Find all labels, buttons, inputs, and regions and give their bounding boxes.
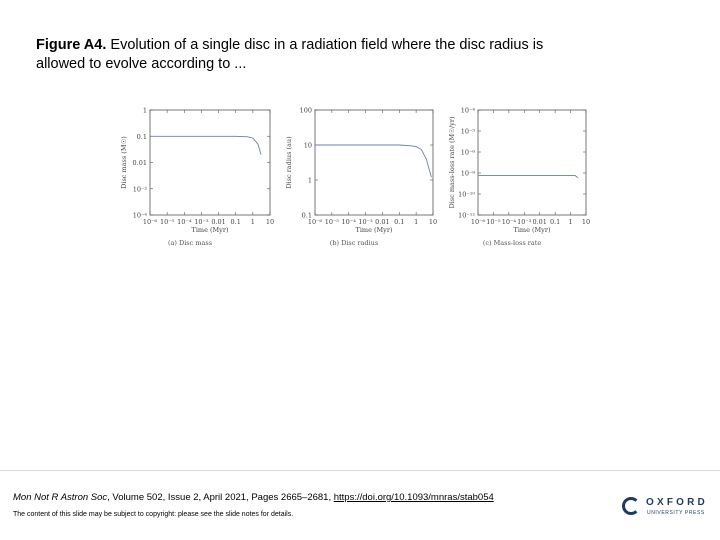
panel-caption: (c) Mass-loss rate (483, 239, 542, 247)
y-tick-label: 10⁻⁶ (461, 149, 476, 157)
y-tick-label: 100 (300, 107, 312, 115)
x-tick-label: 10 (582, 218, 590, 226)
y-tick-label: 1 (308, 177, 312, 185)
x-tick-label: 10⁻⁴ (502, 218, 517, 226)
y-tick-label: 10⁻⁸ (461, 170, 476, 178)
x-tick-label: 10⁻⁴ (342, 218, 357, 226)
y-tick-label: 10⁻⁵ (461, 128, 476, 136)
x-tick-label: 10⁻³ (358, 218, 373, 226)
x-tick-label: 0.1 (550, 218, 560, 226)
y-tick-label: 10⁻⁴ (461, 107, 476, 115)
x-tick-label: 10⁻⁴ (177, 218, 192, 226)
x-tick-label: 1 (569, 218, 573, 226)
x-tick-label: 10⁻⁶ (143, 218, 158, 226)
logo-press: UNIVERSITY PRESS (647, 510, 705, 516)
doi-link[interactable]: https://doi.org/10.1093/mnras/stab054 (333, 492, 494, 503)
y-tick-label: 0.1 (302, 212, 312, 220)
x-tick-label: 10⁻⁵ (160, 218, 175, 226)
y-axis-label: Disc mass (M☉) (120, 136, 128, 189)
series-line (315, 144, 432, 178)
x-tick-label: 10⁻³ (194, 218, 209, 226)
x-tick-label: 1 (251, 218, 255, 226)
plot-frame (477, 109, 587, 216)
x-tick-label: 0.01 (375, 218, 389, 226)
x-axis-label: Time (Myr) (192, 226, 229, 234)
panel-caption: (b) Disc radius (330, 239, 378, 247)
y-axis-label: Disc radius (au) (285, 136, 293, 189)
citation: Mon Not R Astron Soc, Volume 502, Issue … (13, 492, 494, 503)
copyright-notice: The content of this slide may be subject… (13, 511, 294, 518)
y-axis-label: Disc mass-loss rate (M☉/yr) (448, 116, 456, 208)
x-tick-label: 10⁻⁵ (325, 218, 340, 226)
x-axis-label: Time (Myr) (514, 226, 551, 234)
x-tick-label: 10⁻⁵ (486, 218, 501, 226)
oxford-logo: OXFORD UNIVERSITY PRESS (622, 496, 712, 518)
x-tick-label: 0.01 (211, 218, 225, 226)
x-tick-label: 10⁻⁶ (308, 218, 323, 226)
x-tick-label: 1 (414, 218, 418, 226)
figure-svg: 10⁻⁶ 10⁻⁵ 10⁻⁴ 10⁻³ 0.01 0.1 1 1010⁻⁴10⁻³0.010.… (120, 107, 590, 248)
caption-label: Figure A4. (36, 37, 107, 53)
chart-panel-1: 10⁻⁶ 10⁻⁵ 10⁻⁴ 10⁻³ 0.01 0.1 1 1010⁻⁴10⁻³0.010.… (120, 107, 274, 248)
y-tick-label: 10⁻¹⁰ (458, 191, 475, 199)
figure-caption: Figure A4. Evolution of a single disc in… (36, 36, 556, 74)
x-tick-label: 0.01 (532, 218, 546, 226)
x-tick-label: 0.1 (394, 218, 404, 226)
y-tick-label: 10 (304, 142, 312, 150)
journal-name: Mon Not R Astron Soc (13, 492, 108, 503)
plot-frame (314, 109, 434, 216)
oxford-ring-icon (622, 497, 640, 515)
chart-panel-3: 10⁻⁶ 10⁻⁵ 10⁻⁴ 10⁻³ 0.01 0.1 1 1010⁻¹²10⁻¹⁰10⁻⁸… (448, 107, 590, 248)
series-line (150, 135, 262, 155)
plot-frame (149, 109, 271, 216)
chart-panel-2: 10⁻⁶ 10⁻⁵ 10⁻⁴ 10⁻³ 0.01 0.1 1 10 0.1 1 10 100 Time … (285, 107, 437, 248)
y-tick-label: 10⁻³ (133, 185, 148, 193)
figure-panels: 10⁻⁶ 10⁻⁵ 10⁻⁴ 10⁻³ 0.01 0.1 1 10 10⁻⁴ 10⁻³ 0.01 0.… (110, 98, 590, 260)
y-tick-label: 0.1 (137, 133, 147, 141)
x-tick-label: 10⁻³ (517, 218, 532, 226)
panel-caption: (a) Disc mass (168, 239, 212, 247)
series-line (478, 175, 579, 179)
caption-text: Evolution of a single disc in a radiatio… (36, 37, 544, 72)
citation-details: , Volume 502, Issue 2, April 2021, Pages… (107, 492, 334, 503)
x-tick-label: 10⁻⁶ (471, 218, 486, 226)
y-tick-label: 10⁻¹² (458, 212, 475, 220)
footer-divider (0, 470, 720, 471)
logo-name: OXFORD (646, 497, 708, 508)
y-tick-label: 10⁻⁴ (133, 212, 148, 220)
x-tick-label: 10 (429, 218, 437, 226)
y-tick-label: 1 (143, 107, 147, 115)
x-tick-label: 0.1 (231, 218, 241, 226)
x-axis-label: Time (Myr) (356, 226, 393, 234)
x-tick-label: 10 (266, 218, 274, 226)
y-tick-label: 0.01 (133, 159, 147, 167)
